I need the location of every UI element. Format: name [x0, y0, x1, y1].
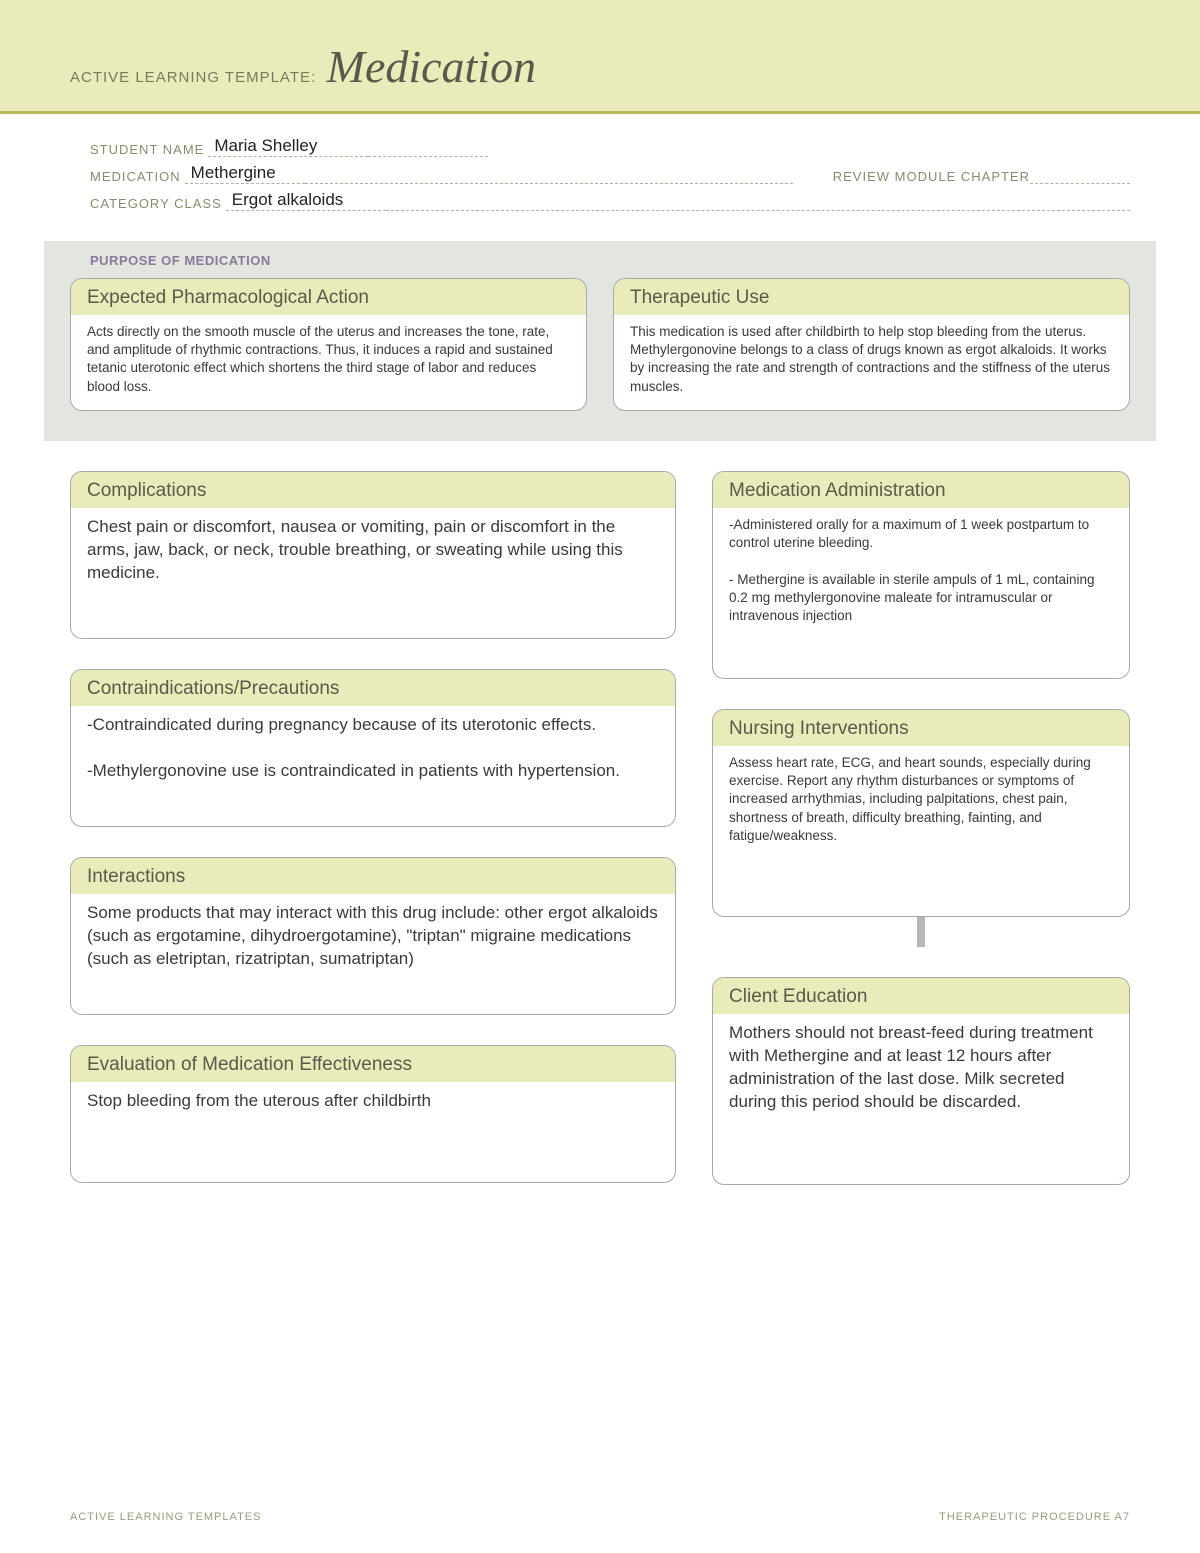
purpose-section-title: PURPOSE OF MEDICATION — [44, 241, 1156, 278]
nursing-title: Nursing Interventions — [713, 710, 1129, 746]
underline — [386, 193, 1130, 211]
header-band: ACTIVE LEARNING TEMPLATE: Medication — [0, 0, 1200, 114]
education-card: Client Education Mothers should not brea… — [712, 977, 1130, 1185]
evaluation-title: Evaluation of Medication Effectiveness — [71, 1046, 675, 1082]
medication-value: Methergine — [185, 163, 305, 184]
therapeutic-use-title: Therapeutic Use — [614, 279, 1129, 315]
pharm-action-card: Expected Pharmacological Action Acts dir… — [70, 278, 587, 411]
footer-right: THERAPEUTIC PROCEDURE A7 — [939, 1511, 1130, 1523]
administration-card: Medication Administration -Administered … — [712, 471, 1130, 679]
interactions-title: Interactions — [71, 858, 675, 894]
category-class-label: CATEGORY CLASS — [90, 196, 222, 211]
therapeutic-use-card: Therapeutic Use This medication is used … — [613, 278, 1130, 411]
footer-left: ACTIVE LEARNING TEMPLATES — [70, 1511, 261, 1523]
nursing-body: Assess heart rate, ECG, and heart sounds… — [713, 746, 1129, 916]
review-chapter-value — [1030, 166, 1130, 184]
meta-block: STUDENT NAME Maria Shelley MEDICATION Me… — [0, 114, 1200, 227]
review-chapter-label: REVIEW MODULE CHAPTER — [833, 169, 1030, 184]
student-name-value: Maria Shelley — [208, 136, 368, 157]
underline — [368, 139, 488, 157]
contraindications-card: Contraindications/Precautions -Contraind… — [70, 669, 676, 827]
pharm-action-title: Expected Pharmacological Action — [71, 279, 586, 315]
education-title: Client Education — [713, 978, 1129, 1014]
evaluation-body: Stop bleeding from the uterous after chi… — [71, 1082, 675, 1182]
evaluation-card: Evaluation of Medication Effectiveness S… — [70, 1045, 676, 1183]
administration-body: -Administered orally for a maximum of 1 … — [713, 508, 1129, 678]
contraindications-title: Contraindications/Precautions — [71, 670, 675, 706]
complications-body: Chest pain or discomfort, nausea or vomi… — [71, 508, 675, 638]
footer: ACTIVE LEARNING TEMPLATES THERAPEUTIC PR… — [70, 1511, 1130, 1523]
administration-title: Medication Administration — [713, 472, 1129, 508]
pharm-action-body: Acts directly on the smooth muscle of th… — [71, 315, 586, 410]
purpose-section: PURPOSE OF MEDICATION Expected Pharmacol… — [44, 241, 1156, 441]
student-name-label: STUDENT NAME — [90, 142, 204, 157]
underline — [305, 166, 793, 184]
header-prefix: ACTIVE LEARNING TEMPLATE: — [70, 69, 316, 86]
interactions-body: Some products that may interact with thi… — [71, 894, 675, 1014]
complications-card: Complications Chest pain or discomfort, … — [70, 471, 676, 639]
medication-label: MEDICATION — [90, 169, 181, 184]
education-body: Mothers should not breast-feed during tr… — [713, 1014, 1129, 1184]
interactions-card: Interactions Some products that may inte… — [70, 857, 676, 1015]
therapeutic-use-body: This medication is used after childbirth… — [614, 315, 1129, 410]
nursing-card: Nursing Interventions Assess heart rate,… — [712, 709, 1130, 917]
header-title: Medication — [327, 40, 537, 93]
category-class-value: Ergot alkaloids — [226, 190, 386, 211]
complications-title: Complications — [71, 472, 675, 508]
connector-line — [917, 917, 925, 947]
contraindications-body: -Contraindicated during pregnancy becaus… — [71, 706, 675, 826]
